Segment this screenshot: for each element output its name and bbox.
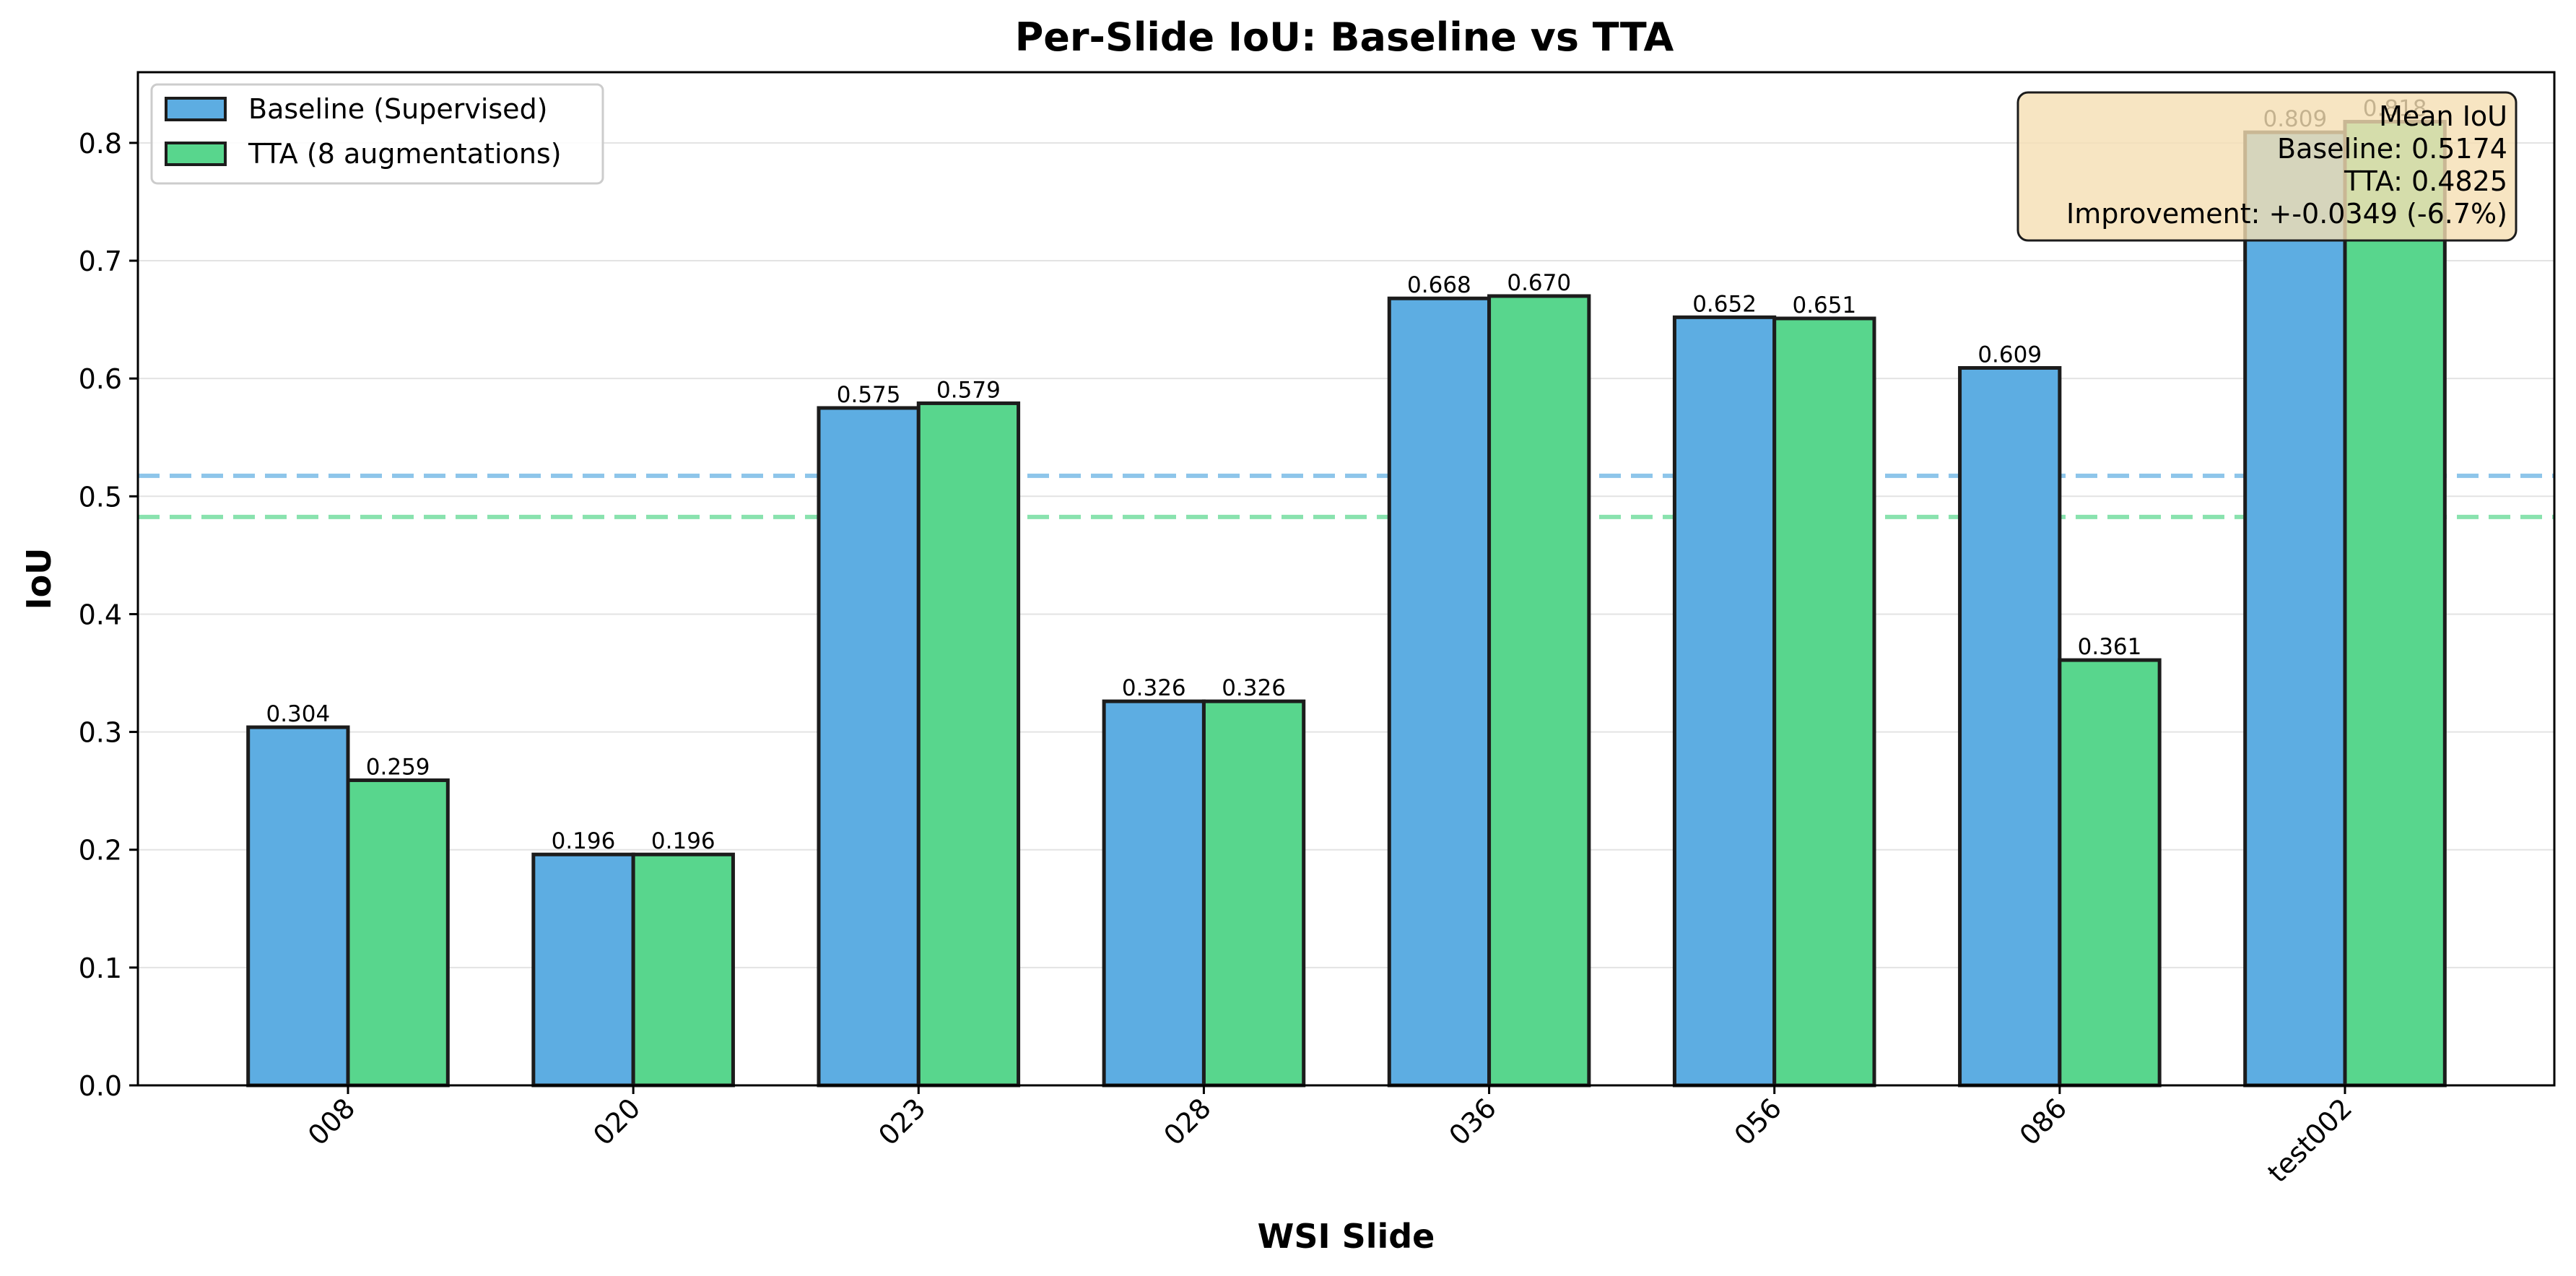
x-axis-label: WSI Slide (1258, 1217, 1435, 1256)
bar-value-label: 0.326 (1222, 675, 1286, 701)
legend-frame (150, 83, 604, 185)
y-axis: 0.0 0.1 0.2 0.3 0.4 0.5 0.6 0.7 0.8 (79, 128, 138, 1102)
annotation-box-frame (2016, 91, 2518, 242)
y-tick-label: 0.6 (79, 363, 122, 395)
bar-tta (1201, 699, 1306, 1088)
bar-tta (631, 852, 735, 1088)
y-tick-label: 0.1 (79, 952, 122, 984)
legend-swatch-baseline (165, 97, 227, 121)
bar-value-label: 0.670 (1507, 270, 1571, 296)
annotation-line: Mean IoU (2379, 100, 2507, 132)
bar-value-label: 0.652 (1692, 291, 1757, 317)
legend-entry-tta: TTA (8 augmentations) (248, 138, 562, 170)
bar-value-label: 0.304 (266, 701, 330, 727)
bar-baseline (246, 725, 350, 1088)
bar-baseline (1958, 365, 2062, 1088)
y-tick-label: 0.2 (79, 835, 122, 867)
annotation-line: TTA: 0.4825 (2344, 165, 2507, 197)
bar-value-label: 0.361 (2078, 634, 2142, 660)
bar-value-label: 0.668 (1407, 272, 1471, 298)
bar-baseline (1387, 296, 1492, 1088)
y-tick-label: 0.4 (79, 599, 122, 630)
bar-value-label: 0.579 (936, 377, 1001, 403)
chart-title: Per-Slide IoU: Baseline vs TTA (1015, 14, 1674, 60)
legend-swatch-tta (165, 142, 227, 166)
bar-value-label: 0.575 (837, 382, 901, 408)
bar-value-label: 0.259 (366, 754, 430, 780)
bar-value-label: 0.196 (651, 828, 715, 854)
bar-tta (916, 401, 1021, 1088)
y-tick-label: 0.8 (79, 128, 122, 160)
bar-tta (1772, 316, 1876, 1088)
bar-tta (2058, 658, 2162, 1088)
y-tick-label: 0.3 (79, 717, 122, 749)
annotation-line: Baseline: 0.5174 (2277, 133, 2507, 165)
bar-value-label: 0.651 (1792, 292, 1856, 318)
bar-value-label: 0.196 (552, 828, 616, 854)
legend: Baseline (Supervised) TTA (8 augmentation… (150, 83, 604, 185)
bar-baseline (1102, 699, 1206, 1088)
bar-tta (346, 778, 450, 1088)
y-tick-label: 0.5 (79, 481, 122, 513)
legend-entry-baseline: Baseline (Supervised) (248, 93, 548, 125)
annotation-line: Improvement: +-0.0349 (-6.7%) (2066, 198, 2507, 230)
bar-baseline (2243, 130, 2347, 1088)
bar-tta (1487, 294, 1591, 1088)
plot-frame (136, 71, 2556, 1087)
bar-baseline (817, 406, 921, 1088)
bar-baseline (1672, 315, 1777, 1088)
mean-lines (138, 473, 2554, 519)
bar-value-label: 0.326 (1122, 675, 1186, 701)
bar-value-label: 0.609 (1977, 342, 2042, 368)
bar-baseline (531, 852, 635, 1088)
bar-tta (2343, 120, 2447, 1088)
y-tick-label: 0.7 (79, 246, 122, 277)
bars (246, 120, 2447, 1088)
y-axis-label: IoU (19, 547, 58, 609)
bar-value-labels: 0.304 0.259 0.196 0.196 0.575 0.579 0.326 0.326… (266, 96, 2427, 855)
y-tick-label: 0.0 (79, 1070, 122, 1102)
